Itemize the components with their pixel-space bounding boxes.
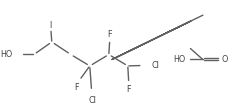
Text: F: F [108, 30, 112, 39]
Text: Cl: Cl [151, 61, 159, 70]
Text: HO: HO [173, 55, 185, 64]
Text: HO: HO [0, 50, 13, 59]
Text: F: F [74, 83, 79, 92]
Text: O: O [222, 55, 228, 64]
Text: Cl: Cl [88, 96, 96, 105]
Text: I: I [50, 21, 52, 30]
Text: F: F [127, 85, 131, 94]
